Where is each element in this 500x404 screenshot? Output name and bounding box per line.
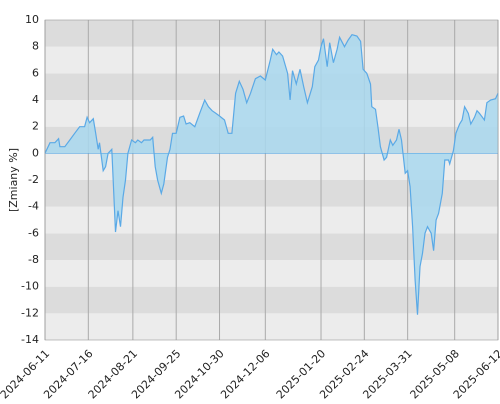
grid-band bbox=[45, 260, 498, 287]
y-tick-label: 8 bbox=[32, 40, 39, 53]
y-tick-label: 6 bbox=[32, 66, 39, 79]
y-tick-label: -6 bbox=[28, 226, 39, 239]
line bbox=[44, 34, 499, 315]
y-tick-label: 2 bbox=[32, 120, 39, 133]
y-tick-label: -12 bbox=[21, 306, 39, 319]
y-tick-label: 10 bbox=[25, 13, 39, 26]
plot-frame bbox=[44, 19, 499, 341]
area bbox=[45, 34, 498, 315]
y-tick-label: -10 bbox=[21, 280, 39, 293]
grid-band bbox=[45, 286, 498, 314]
y-tick-label: -2 bbox=[28, 173, 39, 186]
y-tick-label: -4 bbox=[28, 200, 39, 213]
grid-band bbox=[45, 233, 498, 260]
grid-band bbox=[45, 313, 498, 340]
x-tick-label: 2024-12-06 bbox=[218, 347, 272, 400]
y-tick-label: 4 bbox=[32, 93, 39, 106]
y-tick-label: -14 bbox=[21, 333, 39, 346]
y-axis-label: [Zmiany %] bbox=[7, 148, 20, 212]
y-tick-label: 0 bbox=[32, 146, 39, 159]
grid-band bbox=[45, 20, 498, 47]
y-tick-label: -8 bbox=[28, 253, 39, 266]
